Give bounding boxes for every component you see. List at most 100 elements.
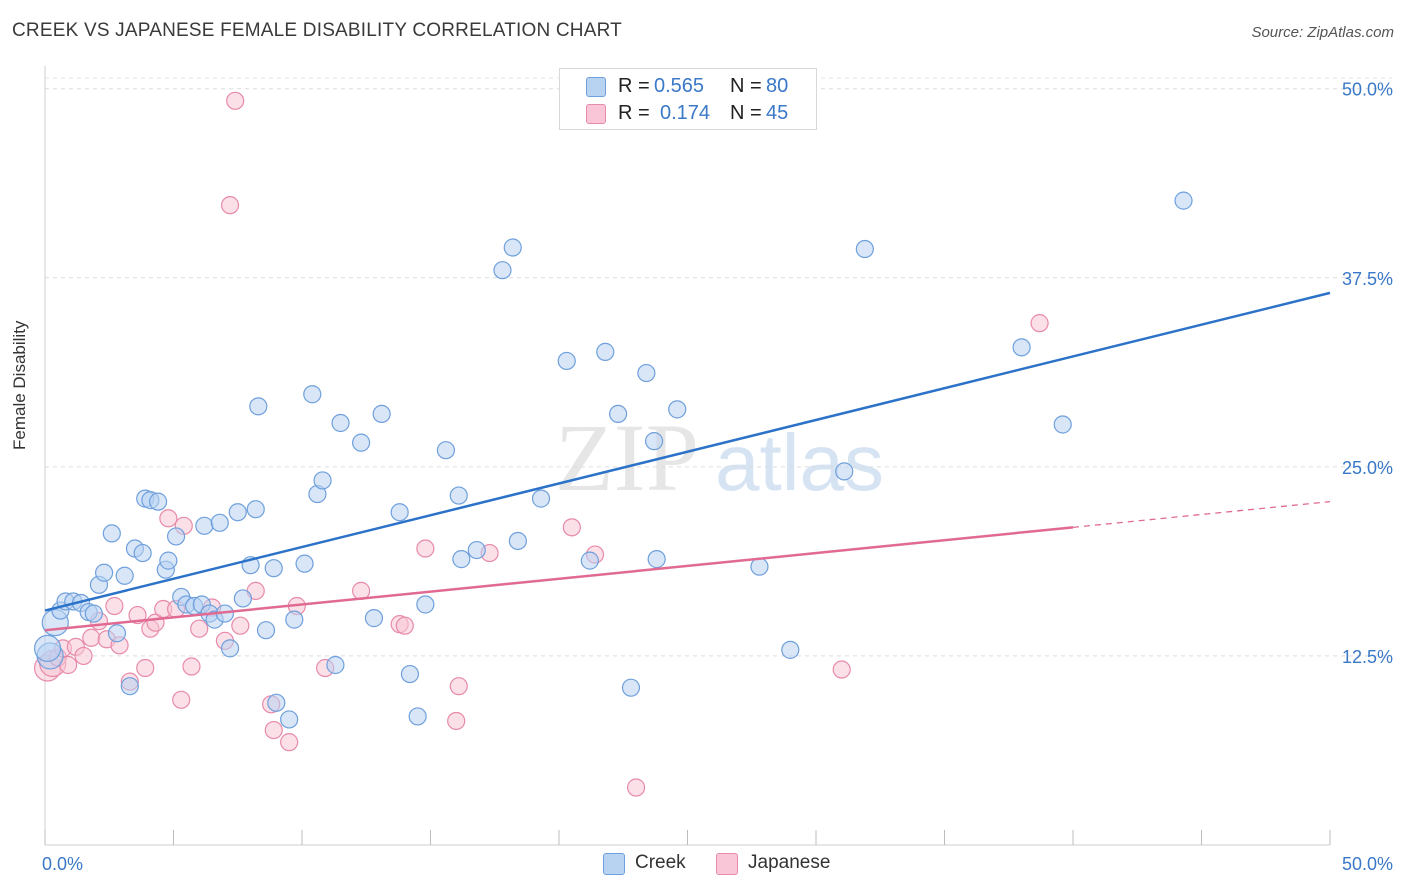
japanese-swatch [586, 104, 606, 124]
creek-point-37 [256, 621, 276, 640]
creek-point-29 [210, 513, 229, 532]
creek-trend-line [44, 291, 1331, 612]
creek-point-70 [647, 550, 666, 569]
creek-point-45 [313, 471, 332, 490]
creek-swatch [586, 77, 606, 97]
japanese-point-46 [1030, 314, 1049, 333]
creek-point-53 [408, 707, 427, 726]
japanese-point-10 [105, 596, 124, 616]
creek-point-61 [508, 531, 527, 551]
creek-point-63 [557, 351, 576, 371]
japanese-point-28 [231, 616, 250, 635]
x-tick-label-max: 50.0% [1342, 854, 1393, 874]
y-tick-labels: 12.5% 25.0% 37.5% 50.0% [1342, 80, 1393, 667]
creek-point-67 [621, 678, 641, 697]
japanese-point-32 [280, 733, 299, 752]
creek-point-15 [133, 543, 152, 563]
japanese-point-23 [190, 619, 209, 638]
watermark: ZIP atlas [555, 404, 884, 511]
japanese-point-42 [562, 518, 581, 537]
creek-point-35 [246, 500, 265, 519]
japanese-point-7 [82, 628, 101, 647]
creek-n-label: N = [730, 75, 762, 97]
creek-point-62 [531, 489, 551, 508]
japanese-trend-extension [1072, 500, 1331, 528]
creek-r-value: 0.565 [654, 75, 705, 97]
creek-point-54 [416, 595, 435, 614]
creek-point-69 [644, 432, 664, 451]
creek-point-74 [835, 462, 854, 481]
japanese-point-6 [74, 646, 93, 666]
creek-point-49 [364, 609, 384, 628]
creek-point-60 [503, 238, 522, 257]
creek-point-26 [195, 516, 214, 535]
creek-point-57 [452, 550, 471, 569]
x-tick-label-min: 0.0% [42, 854, 83, 874]
japanese-point-39 [449, 677, 468, 696]
creek-point-46 [326, 655, 345, 675]
creek-point-47 [331, 413, 350, 433]
creek-point-65 [596, 342, 615, 361]
creek-point-51 [390, 503, 409, 522]
japanese-points [33, 91, 1049, 797]
japanese-point-20 [172, 690, 191, 709]
creek-point-13 [120, 677, 139, 696]
creek-point-76 [1012, 338, 1031, 357]
series-legend: Creek Japanese [0, 852, 1406, 878]
creek-point-12 [115, 566, 134, 585]
trend-lines [44, 291, 1331, 632]
creek-point-21 [166, 527, 186, 546]
japanese-point-38 [416, 539, 435, 558]
creek-point-11 [107, 624, 127, 643]
creek-point-59 [493, 261, 512, 280]
creek-point-41 [285, 610, 304, 629]
creek-point-55 [436, 441, 456, 460]
x-tick-labels: 0.0% 50.0% [42, 854, 1393, 874]
creek-point-42 [295, 554, 314, 573]
creek-point-48 [352, 433, 371, 452]
japanese-point-31 [264, 720, 283, 740]
legend-creek-label: Creek [635, 852, 686, 873]
y-tick-label: 12.5% [1342, 647, 1393, 667]
creek-point-40 [280, 710, 299, 729]
japanese-r-value: 0.174 [660, 102, 711, 124]
creek-point-7 [84, 604, 103, 623]
japanese-point-44 [626, 778, 646, 797]
japanese-point-45 [832, 660, 851, 679]
creek-point-72 [750, 557, 769, 576]
japanese-point-26 [220, 196, 240, 215]
creek-point-64 [580, 551, 599, 570]
japanese-n-label: N = [730, 102, 762, 124]
creek-point-9 [95, 563, 114, 582]
creek-point-33 [233, 589, 252, 608]
japanese-n-value: 45 [766, 102, 789, 124]
creek-point-43 [303, 385, 322, 404]
creek-point-78 [1174, 191, 1193, 210]
creek-point-32 [228, 503, 247, 522]
creek-point-10 [102, 524, 121, 543]
correlation-legend: R = 0.565 N = 80 R = 0.174 N = 45 [559, 68, 817, 130]
chart-source: Source: ZipAtlas.com [1251, 24, 1394, 41]
creek-point-75 [855, 239, 874, 259]
creek-point-56 [449, 486, 468, 505]
japanese-trend-line [44, 526, 1074, 632]
japanese-r-label: R = [618, 102, 650, 124]
creek-points [33, 191, 1193, 729]
creek-n-value: 80 [766, 75, 789, 97]
creek-point-77 [1053, 415, 1072, 434]
legend-japanese-label: Japanese [748, 852, 831, 873]
creek-point-71 [668, 400, 687, 419]
creek-point-79 [33, 634, 62, 662]
creek-point-66 [609, 404, 628, 424]
x-axis-ticks [44, 830, 1331, 845]
creek-point-38 [264, 559, 283, 578]
japanese-point-22 [182, 657, 201, 676]
creek-point-50 [372, 404, 391, 424]
japanese-point-40 [447, 711, 466, 731]
watermark-atlas: atlas [715, 418, 884, 507]
creek-point-68 [637, 363, 656, 383]
japanese-point-18 [159, 509, 178, 528]
creek-point-31 [220, 639, 240, 658]
creek-r-label: R = [618, 75, 650, 97]
